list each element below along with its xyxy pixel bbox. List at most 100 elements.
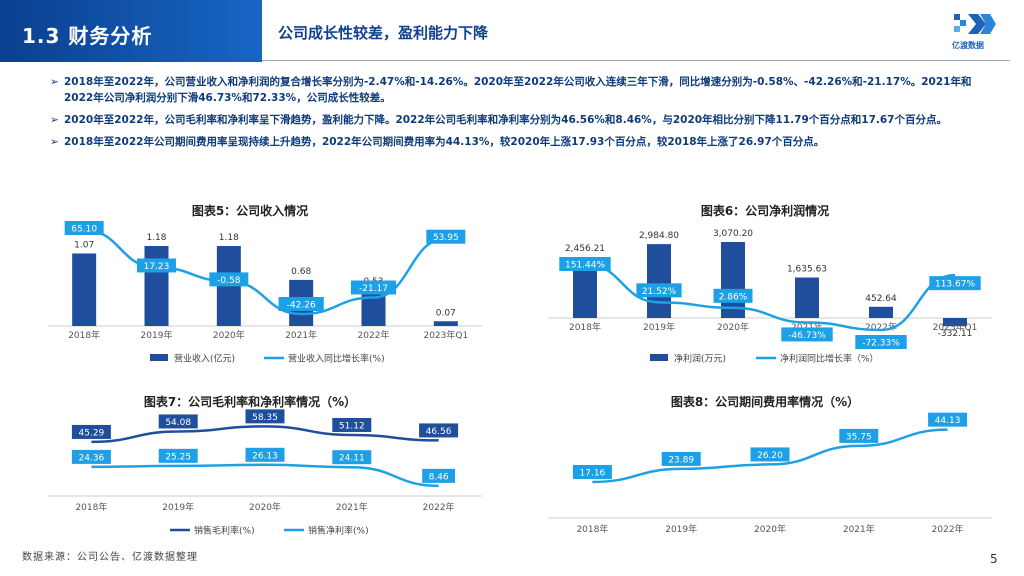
line-value-label-bg	[350, 280, 397, 295]
line-value-label: -0.58	[217, 276, 241, 286]
series-line	[592, 428, 948, 484]
bar-value-label: 452.64	[865, 294, 897, 304]
point-value-label: 51.12	[339, 421, 365, 431]
line-value-label: 151.44%	[565, 261, 605, 271]
bullet-item: ➢ 2020年至2022年，公司毛利率和净利率呈下滑趋势，盈利能力下降。2022年…	[50, 112, 1000, 128]
point-value-label-bg	[71, 424, 111, 439]
x-tick-label: 2021年	[285, 329, 317, 341]
section-header-band: 1.3 财务分析	[0, 0, 262, 62]
bar	[144, 246, 169, 326]
x-tick-label: 2019年	[141, 329, 173, 341]
line-value-label-bg	[64, 221, 104, 235]
point-value-label-bg	[158, 414, 198, 429]
line-value-label: -46.73%	[788, 331, 826, 341]
bar-value-label: 0.07	[436, 308, 456, 318]
chart5-revenue: 1.072018年1.182019年1.182020年0.682021年0.53…	[48, 221, 482, 365]
line-value-label-bg	[781, 327, 833, 342]
x-tick-label: 2018年	[75, 501, 107, 513]
line-value-label-bg	[929, 276, 981, 291]
legend-label: 销售净利率(%)	[308, 525, 369, 537]
chart6-title: 图表6：公司净利润情况	[700, 204, 830, 218]
bullet-item: ➢ 2018年至2022年公司期间费用率呈现持续上升趋势，2022年公司期间费用率…	[50, 134, 1000, 150]
legend-label: 净利润(万元)	[674, 353, 726, 365]
bar-value-label: 2,456.21	[565, 244, 605, 254]
legend-swatch	[650, 354, 668, 361]
chart5-title: 图表5：公司收入情况	[191, 204, 309, 218]
point-value-label-bg	[572, 464, 612, 479]
series-line	[91, 425, 439, 444]
legend-swatch	[150, 354, 168, 361]
x-tick-label: 2019年	[162, 501, 194, 513]
line-value-label-bg	[209, 272, 249, 287]
data-source-note: 数据来源：公司公告、亿渡数据整理	[22, 552, 198, 563]
bar	[72, 253, 97, 326]
series-line	[91, 463, 439, 488]
x-tick-label: 2022年	[358, 329, 390, 341]
point-value-label-bg	[245, 409, 285, 424]
bar	[869, 306, 893, 318]
point-value-label: 26.13	[252, 451, 278, 461]
point-value-label-bg	[332, 417, 372, 432]
point-value-label: 8.46	[429, 472, 449, 482]
point-value-label: 26.20	[757, 451, 783, 461]
line-value-label-bg	[636, 283, 682, 298]
line-value-label: 21.52%	[642, 287, 677, 297]
bar	[721, 242, 745, 318]
x-tick-label: 2021年	[843, 523, 875, 535]
bar	[795, 277, 819, 318]
arrow-icon: ➢	[50, 136, 59, 148]
chart8-title: 图表8：公司期间费用率情况（%）	[670, 395, 860, 409]
bar	[647, 244, 671, 318]
point-value-label-bg	[419, 423, 459, 438]
arrow-icon: ➢	[50, 76, 59, 88]
bar-value-label: 1.18	[219, 233, 239, 243]
point-value-label-bg	[332, 450, 372, 465]
point-value-label: 46.56	[426, 427, 452, 437]
page-subtitle: 公司成长性较差，盈利能力下降	[278, 24, 489, 42]
point-value-label-bg	[158, 448, 198, 463]
line-value-label-bg	[137, 258, 176, 273]
line-value-label-bg	[426, 229, 466, 244]
line-value-label: 17.23	[144, 262, 170, 272]
point-value-label-bg	[661, 451, 701, 466]
point-value-label-bg	[245, 447, 285, 462]
point-value-label: 25.25	[165, 452, 191, 462]
x-tick-label: 2021年	[336, 501, 368, 513]
line-value-label-bg	[713, 288, 753, 303]
company-logo-icon	[954, 14, 996, 34]
line-value-label-bg	[559, 257, 611, 271]
bar-value-label: 1.07	[74, 240, 94, 250]
point-value-label: 44.13	[935, 416, 961, 426]
summary-bullets: ➢ 2018年至2022年，公司营业收入和净利润的复合增长率分别为-2.47%和-…	[50, 74, 1000, 156]
header-divider	[262, 60, 1010, 61]
x-tick-label: 2020年	[249, 501, 281, 513]
line-value-label: 113.67%	[935, 280, 975, 290]
point-value-label-bg	[71, 449, 111, 464]
x-tick-label: 2020年	[754, 523, 786, 535]
point-value-label: 23.89	[668, 455, 694, 465]
x-tick-label: 2018年	[68, 329, 100, 341]
x-tick-label: 2019年	[643, 321, 675, 333]
bar-value-label: 1.18	[146, 233, 166, 243]
x-tick-label: 2023年Q1	[423, 329, 468, 341]
line-value-label: -21.17	[359, 284, 388, 294]
line-value-label: 53.95	[433, 233, 459, 243]
line-value-label: 2.86%	[719, 292, 748, 302]
line-value-label: 65.10	[71, 225, 97, 235]
chart7-title: 图表7：公司毛利率和净利率情况（%）	[143, 395, 357, 409]
point-value-label: 35.75	[846, 432, 872, 442]
point-value-label: 58.35	[252, 413, 278, 423]
legend-label: 销售毛利率(%)	[194, 525, 255, 537]
x-tick-label: 2022年	[932, 523, 964, 535]
chart6-net-profit: 2,456.21 2018年 2,984.80 2019年 3,070.20 2020年 1…	[548, 229, 992, 365]
section-title: 1.3 财务分析	[22, 24, 153, 48]
x-tick-label: 2019年	[665, 523, 697, 535]
legend-label: 营业收入(亿元)	[174, 353, 235, 365]
bar-value-label: 0.68	[291, 267, 311, 277]
bar	[433, 321, 458, 326]
x-tick-label: 2020年	[213, 329, 245, 341]
line-value-label-bg	[855, 335, 907, 349]
arrow-icon: ➢	[50, 114, 59, 126]
point-value-label: 54.08	[165, 418, 191, 428]
bullet-text: 2018年至2022年，公司营业收入和净利润的复合增长率分别为-2.47%和-1…	[64, 76, 972, 104]
